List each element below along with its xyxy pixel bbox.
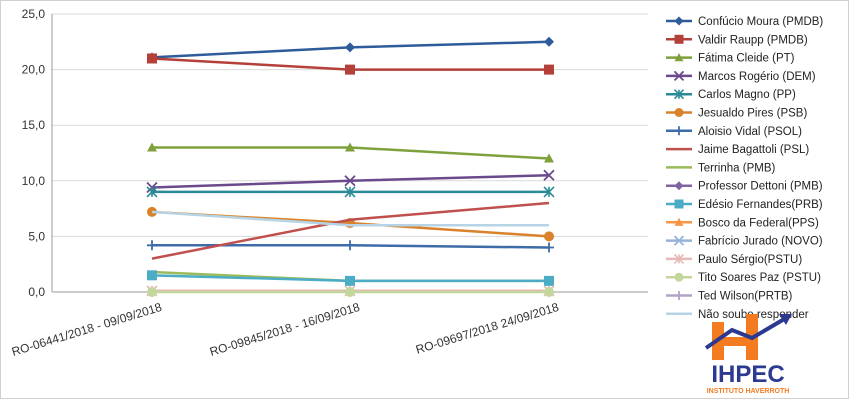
legend-label: Jaime Bagattoli (PSL) <box>698 144 809 156</box>
series-group <box>147 270 554 286</box>
data-point <box>544 36 554 47</box>
legend-label: Marcos Rogério (DEM) <box>698 71 816 83</box>
data-point <box>345 240 355 251</box>
legend-label: Tito Soares Paz (PSTU) <box>698 272 821 284</box>
data-point <box>147 287 157 297</box>
data-point <box>544 64 554 75</box>
data-point <box>345 42 355 53</box>
legend-label: Valdir Raupp (PMDB) <box>698 34 808 46</box>
ihpec-logo: IHPEC INSTITUTO HAVERROTH <box>704 314 792 395</box>
legend-marker <box>674 16 684 26</box>
legend-label: Fabrício Jurado (NOVO) <box>698 236 823 248</box>
legend-item: Paulo Sérgio(PSTU) <box>666 253 802 266</box>
legend-marker <box>674 126 684 136</box>
data-point <box>345 275 355 286</box>
legend-item: Jaime Bagattoli (PSL) <box>666 144 809 156</box>
series-group <box>151 210 549 227</box>
legend-item: Ted Wilson(PRTB) <box>666 291 793 303</box>
legend-item: Valdir Raupp (PMDB) <box>666 34 808 46</box>
legend-label: Confúcio Moura (PMDB) <box>698 16 823 28</box>
data-point <box>146 186 158 198</box>
legend-marker <box>674 199 684 209</box>
legend-label: Jesualdo Pires (PSB) <box>698 108 807 120</box>
legend-marker <box>674 217 684 226</box>
y-tick-label: 0,0 <box>28 285 45 299</box>
legend: Confúcio Moura (PMDB) Valdir Raupp (PMDB)… <box>666 16 823 321</box>
data-point <box>147 142 157 152</box>
legend-item: Edésio Fernandes(PRB) <box>666 199 823 211</box>
legend-label: Edésio Fernandes(PRB) <box>698 199 823 211</box>
legend-label: Fátima Cleide (PT) <box>698 53 795 65</box>
data-point <box>344 186 356 198</box>
data-point <box>345 287 355 297</box>
series-lines <box>146 36 555 297</box>
data-point <box>147 53 157 64</box>
legend-item: Marcos Rogério (DEM) <box>666 70 816 83</box>
legend-item: Tito Soares Paz (PSTU) <box>666 272 821 284</box>
legend-label: Ted Wilson(PRTB) <box>698 291 793 303</box>
data-point <box>544 231 554 242</box>
legend-label: Professor Dettoni (PMB) <box>698 181 823 193</box>
series-group <box>147 142 554 163</box>
legend-label: Terrinha (PMB) <box>698 162 775 174</box>
legend-item: Terrinha (PMB) <box>666 162 775 174</box>
series-group <box>146 186 555 198</box>
data-point <box>345 142 355 152</box>
data-point <box>543 186 555 198</box>
legend-marker <box>673 253 685 264</box>
y-axis-ticks: 0,0 5,0 10,0 15,0 20,0 25,0 <box>22 7 46 299</box>
logo-arrow-head <box>779 314 792 325</box>
data-point <box>544 275 554 286</box>
legend-marker <box>674 181 684 191</box>
chart-border <box>0 0 849 399</box>
legend-label: Bosco da Federal(PPS) <box>698 217 819 229</box>
series-line <box>151 201 550 260</box>
series-line <box>151 210 549 227</box>
logo-brand-text: IHPEC <box>711 361 784 388</box>
series-group <box>147 287 554 297</box>
legend-item: Fátima Cleide (PT) <box>666 53 795 65</box>
logo-subtitle: INSTITUTO HAVERROTH <box>707 388 790 395</box>
legend-item: Aloisio Vidal (PSOL) <box>666 126 802 138</box>
data-point <box>544 153 554 163</box>
data-point <box>544 242 554 253</box>
legend-marker <box>674 53 684 62</box>
legend-item: Carlos Magno (PP) <box>666 89 796 101</box>
legend-item: Confúcio Moura (PMDB) <box>666 16 823 28</box>
y-tick-label: 25,0 <box>22 7 46 21</box>
y-tick-label: 5,0 <box>28 229 45 243</box>
data-point <box>544 287 554 297</box>
legend-item: Fabrício Jurado (NOVO) <box>666 235 823 248</box>
data-point <box>543 169 555 181</box>
legend-label: Carlos Magno (PP) <box>698 89 796 101</box>
data-point <box>345 64 355 75</box>
logo-arrow <box>704 316 788 350</box>
y-tick-label: 10,0 <box>22 174 46 188</box>
data-point <box>147 270 157 281</box>
legend-label: Aloisio Vidal (PSOL) <box>698 126 802 138</box>
series-group <box>151 201 550 260</box>
y-tick-label: 15,0 <box>22 118 46 132</box>
legend-item: Professor Dettoni (PMB) <box>666 181 823 193</box>
legend-item: Jesualdo Pires (PSB) <box>666 108 807 120</box>
legend-marker <box>673 235 685 246</box>
legend-marker <box>674 272 684 282</box>
legend-marker <box>673 70 685 82</box>
legend-marker <box>674 291 684 300</box>
legend-item: Bosco da Federal(PPS) <box>666 217 819 229</box>
legend-marker <box>673 89 685 100</box>
data-point <box>147 240 157 251</box>
logo-bar-middle <box>712 337 758 346</box>
data-point <box>344 175 356 187</box>
legend-marker <box>674 108 684 117</box>
legend-label: Paulo Sérgio(PSTU) <box>698 254 802 266</box>
y-tick-label: 20,0 <box>22 63 46 77</box>
series-group <box>147 53 554 75</box>
legend-marker <box>674 34 684 44</box>
